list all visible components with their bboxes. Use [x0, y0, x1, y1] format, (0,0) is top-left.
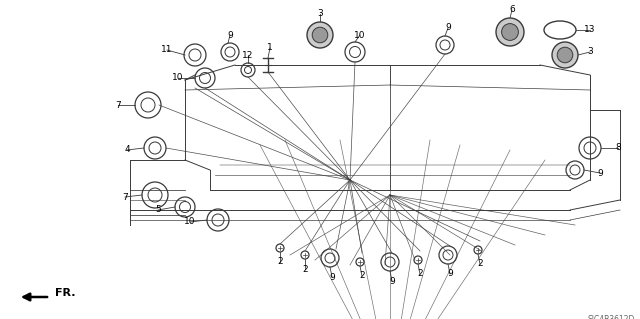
Text: SJC4B3612D: SJC4B3612D: [588, 315, 635, 319]
Text: 3: 3: [317, 10, 323, 19]
Text: 1: 1: [267, 43, 273, 53]
Circle shape: [312, 27, 328, 43]
Circle shape: [502, 24, 518, 41]
Text: 2: 2: [359, 271, 365, 280]
Text: 2: 2: [302, 264, 308, 273]
Text: 9: 9: [329, 272, 335, 281]
Text: FR.: FR.: [55, 288, 76, 298]
Text: 5: 5: [155, 205, 161, 214]
Circle shape: [496, 18, 524, 46]
Text: 11: 11: [161, 46, 173, 55]
Text: 2: 2: [477, 259, 483, 269]
Text: 9: 9: [597, 168, 603, 177]
Text: 2: 2: [277, 257, 283, 266]
Circle shape: [307, 22, 333, 48]
Text: 9: 9: [445, 24, 451, 33]
Circle shape: [557, 47, 573, 63]
Circle shape: [552, 42, 578, 68]
Text: 10: 10: [355, 31, 365, 40]
Text: 2: 2: [417, 270, 423, 278]
Text: 12: 12: [243, 50, 253, 60]
Text: 10: 10: [184, 218, 196, 226]
Text: 9: 9: [227, 31, 233, 40]
Text: 7: 7: [115, 100, 121, 109]
Text: 10: 10: [172, 73, 184, 83]
Text: 13: 13: [584, 26, 596, 34]
Text: 8: 8: [615, 144, 621, 152]
Text: 6: 6: [509, 5, 515, 14]
Text: 4: 4: [124, 145, 130, 154]
Text: 7: 7: [122, 192, 128, 202]
Text: 3: 3: [587, 48, 593, 56]
Text: 9: 9: [447, 270, 453, 278]
Text: 9: 9: [389, 277, 395, 286]
